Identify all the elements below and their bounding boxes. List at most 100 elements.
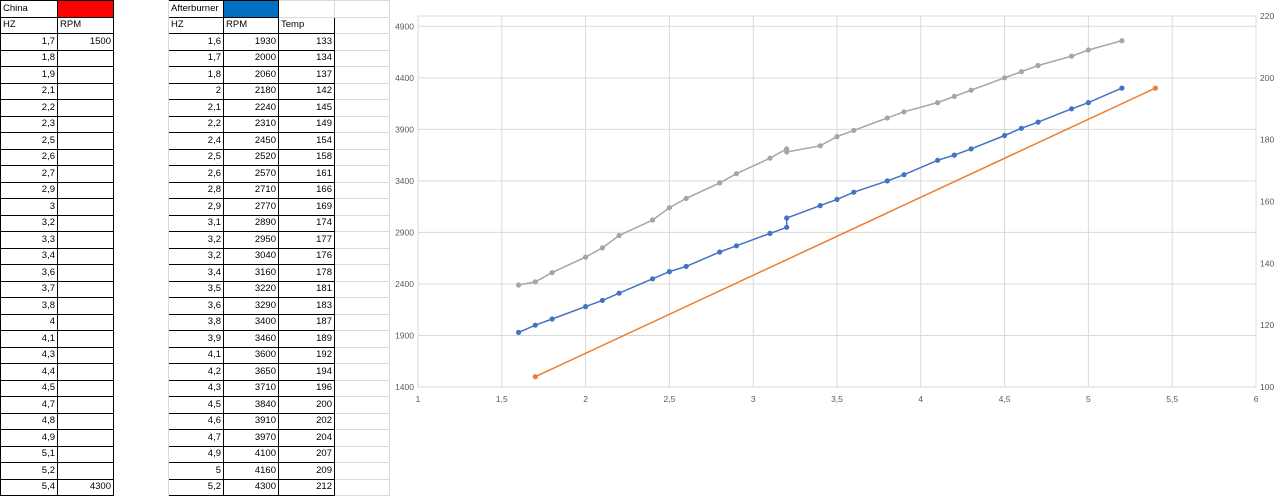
china-rpm-cell[interactable] (57, 297, 114, 315)
china-hz-cell[interactable]: 1,8 (0, 49, 58, 67)
afterburner-temp-cell[interactable]: 145 (278, 99, 335, 117)
china-rpm-cell[interactable]: 1500 (57, 33, 114, 51)
spacer-cell[interactable] (113, 314, 169, 331)
afterburner-rpm-cell[interactable]: 2180 (223, 82, 279, 100)
china-hz-cell[interactable]: 4,9 (0, 429, 58, 447)
afterburner-hz-cell[interactable]: 2,6 (168, 165, 224, 183)
china-hz-cell[interactable]: 3,4 (0, 247, 58, 265)
china-rpm-cell[interactable] (57, 214, 114, 232)
spacer-cell[interactable] (113, 264, 169, 281)
spacer-cell[interactable] (113, 50, 169, 67)
empty-cell[interactable] (334, 462, 390, 480)
afterburner-hz-cell[interactable]: 2,2 (168, 115, 224, 133)
empty-cell[interactable] (334, 396, 390, 414)
afterburner-temp-cell[interactable]: 161 (278, 165, 335, 183)
china-hz-cell[interactable]: 2,7 (0, 165, 58, 183)
empty-cell[interactable] (334, 330, 390, 348)
empty-cell[interactable] (334, 346, 390, 364)
afterburner-hz-cell[interactable]: 3,8 (168, 313, 224, 331)
spacer-cell[interactable] (113, 165, 169, 182)
afterburner-temp-cell[interactable]: 192 (278, 346, 335, 364)
empty-cell[interactable] (334, 429, 390, 447)
china-hz-cell[interactable]: 4 (0, 313, 58, 331)
afterburner-temp-cell[interactable]: 181 (278, 280, 335, 298)
afterburner-rpm-cell[interactable]: 3710 (223, 379, 279, 397)
afterburner-hz-cell[interactable]: 3,2 (168, 231, 224, 249)
afterburner-hz-cell[interactable]: 4,9 (168, 445, 224, 463)
empty-cell[interactable] (334, 247, 390, 265)
empty-cell[interactable] (334, 0, 390, 18)
afterburner-rpm-cell[interactable]: 3160 (223, 264, 279, 282)
afterburner-rpm-cell[interactable]: 4160 (223, 462, 279, 480)
afterburner-rpm-cell[interactable]: 3650 (223, 363, 279, 381)
china-rpm-cell[interactable] (57, 346, 114, 364)
empty-cell[interactable] (334, 181, 390, 199)
afterburner-rpm-cell[interactable]: 3970 (223, 429, 279, 447)
spacer-cell[interactable] (113, 462, 169, 479)
empty-cell[interactable] (334, 379, 390, 397)
spacer-cell[interactable] (113, 17, 169, 34)
afterburner-rpm-cell[interactable]: 3600 (223, 346, 279, 364)
china-rpm-cell[interactable] (57, 148, 114, 166)
afterburner-temp-cell[interactable]: 158 (278, 148, 335, 166)
spacer-cell[interactable] (113, 116, 169, 133)
afterburner-temp-cell[interactable]: 169 (278, 198, 335, 216)
afterburner-hz-cell[interactable]: 4,1 (168, 346, 224, 364)
china-rpm-cell[interactable] (57, 82, 114, 100)
afterburner-temp-cell[interactable]: 200 (278, 396, 335, 414)
afterburner-rpm-cell[interactable]: 2890 (223, 214, 279, 232)
afterburner-temp-cell[interactable]: 154 (278, 132, 335, 150)
china-hz-cell[interactable]: 3,6 (0, 264, 58, 282)
empty-cell[interactable] (334, 99, 390, 117)
afterburner-temp-cell[interactable]: 178 (278, 264, 335, 282)
empty-cell[interactable] (334, 297, 390, 315)
spacer-cell[interactable] (113, 429, 169, 446)
afterburner-hz-cell[interactable]: 3,4 (168, 264, 224, 282)
spacer-cell[interactable] (113, 479, 169, 496)
empty-cell[interactable] (334, 280, 390, 298)
china-hz-cell[interactable]: 3,8 (0, 297, 58, 315)
afterburner-header-temp[interactable]: Temp (278, 16, 335, 34)
afterburner-temp-cell[interactable]: 133 (278, 33, 335, 51)
spacer-cell[interactable] (113, 182, 169, 199)
afterburner-hz-cell[interactable]: 4,5 (168, 396, 224, 414)
china-rpm-cell[interactable]: 4300 (57, 478, 114, 496)
afterburner-temp-cell[interactable]: 204 (278, 429, 335, 447)
afterburner-rpm-cell[interactable]: 4300 (223, 478, 279, 496)
china-hz-cell[interactable]: 2,9 (0, 181, 58, 199)
afterburner-rpm-cell[interactable]: 3400 (223, 313, 279, 331)
afterburner-hz-cell[interactable]: 3,1 (168, 214, 224, 232)
empty-cell[interactable] (334, 82, 390, 100)
empty-cell[interactable] (334, 214, 390, 232)
china-rpm-cell[interactable] (57, 181, 114, 199)
empty-cell[interactable] (334, 33, 390, 51)
afterburner-temp-cell[interactable]: 183 (278, 297, 335, 315)
afterburner-temp-cell[interactable]: 137 (278, 66, 335, 84)
afterburner-temp-cell[interactable]: 212 (278, 478, 335, 496)
spacer-cell[interactable] (113, 396, 169, 413)
afterburner-temp-cell[interactable]: 134 (278, 49, 335, 67)
afterburner-temp-cell[interactable]: 196 (278, 379, 335, 397)
china-color-swatch[interactable] (57, 0, 114, 18)
china-hz-cell[interactable]: 4,1 (0, 330, 58, 348)
china-hz-cell[interactable]: 2,5 (0, 132, 58, 150)
afterburner-rpm-cell[interactable]: 2240 (223, 99, 279, 117)
afterburner-rpm-cell[interactable]: 1930 (223, 33, 279, 51)
afterburner-temp-cell[interactable]: 189 (278, 330, 335, 348)
afterburner-hz-cell[interactable]: 4,6 (168, 412, 224, 430)
china-header-rpm[interactable]: RPM (57, 16, 114, 34)
spacer-cell[interactable] (113, 33, 169, 50)
empty-cell[interactable] (278, 0, 335, 18)
china-hz-cell[interactable]: 4,7 (0, 396, 58, 414)
china-hz-cell[interactable]: 5,2 (0, 462, 58, 480)
afterburner-rpm-cell[interactable]: 2950 (223, 231, 279, 249)
china-hz-cell[interactable]: 4,3 (0, 346, 58, 364)
afterburner-hz-cell[interactable]: 2,9 (168, 198, 224, 216)
empty-cell[interactable] (334, 412, 390, 430)
spacer-cell[interactable] (113, 281, 169, 298)
china-rpm-cell[interactable] (57, 363, 114, 381)
empty-cell[interactable] (334, 198, 390, 216)
spacer-cell[interactable] (113, 248, 169, 265)
empty-cell[interactable] (334, 148, 390, 166)
china-rpm-cell[interactable] (57, 49, 114, 67)
